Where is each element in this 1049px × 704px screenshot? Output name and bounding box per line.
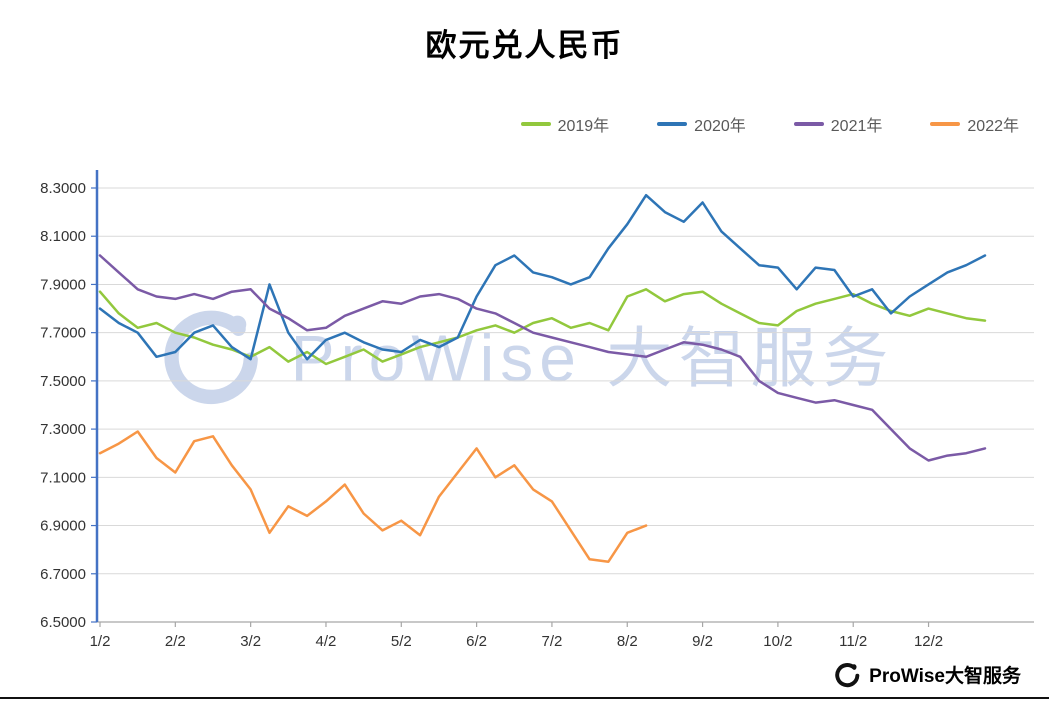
x-tick-label: 6/2 [466, 633, 487, 650]
x-tick-label: 3/2 [240, 633, 261, 650]
x-tick-label: 11/2 [839, 633, 867, 650]
legend-label-2021: 2021年 [830, 118, 883, 135]
footer-brand: ProWise大智服务 [833, 660, 1021, 688]
legend-marker-2020 [657, 122, 688, 126]
legend-item-2019: 2019年 [520, 112, 610, 136]
x-tick-label: 4/2 [316, 633, 337, 650]
x-tick-label: 12/2 [914, 633, 943, 650]
legend-label-2019: 2019年 [557, 118, 610, 135]
series-line-2020年 [98, 193, 987, 361]
x-tick-label: 9/2 [692, 633, 713, 650]
legend-item-2021: 2021年 [793, 112, 883, 136]
y-tick-label: 7.5000 [40, 373, 86, 390]
legend-label-2022: 2022年 [967, 118, 1019, 135]
series-line-2022年 [98, 430, 648, 563]
bottom-divider [0, 697, 1049, 699]
y-tick-label: 6.9000 [40, 518, 86, 535]
y-tick-label: 7.3000 [40, 421, 86, 438]
prowise-logo-icon [835, 663, 860, 688]
x-tick-label: 7/2 [542, 633, 563, 650]
x-tick-label: 1/2 [90, 633, 111, 650]
y-tick-label: 7.1000 [40, 469, 86, 486]
footer-brand-text: ProWise大智服务 [869, 665, 1021, 687]
x-tick-label: 10/2 [763, 633, 792, 650]
y-tick-label: 6.7000 [40, 566, 86, 583]
x-tick-label: 2/2 [165, 633, 186, 650]
legend-item-2022: 2022年 [930, 112, 1019, 136]
x-tick-label: 8/2 [617, 633, 638, 650]
x-tick-label: 5/2 [391, 633, 412, 650]
series-line-2019年 [98, 288, 987, 366]
legend: 2019年 2020年 2021年 2022年 [0, 112, 1019, 136]
chart-title: 欧元兑人民币 [425, 28, 624, 63]
series-line-2021年 [98, 254, 987, 462]
y-tick-label: 8.1000 [40, 228, 86, 245]
y-tick-label: 7.9000 [40, 276, 86, 293]
y-tick-label: 6.5000 [40, 614, 86, 631]
legend-marker-2022 [930, 122, 961, 126]
legend-marker-2021 [793, 122, 824, 126]
legend-marker-2019 [520, 122, 551, 126]
y-tick-label: 8.3000 [40, 180, 86, 197]
legend-label-2020: 2020年 [694, 118, 746, 135]
legend-item-2020: 2020年 [657, 112, 746, 136]
y-tick-label: 7.7000 [40, 325, 86, 342]
